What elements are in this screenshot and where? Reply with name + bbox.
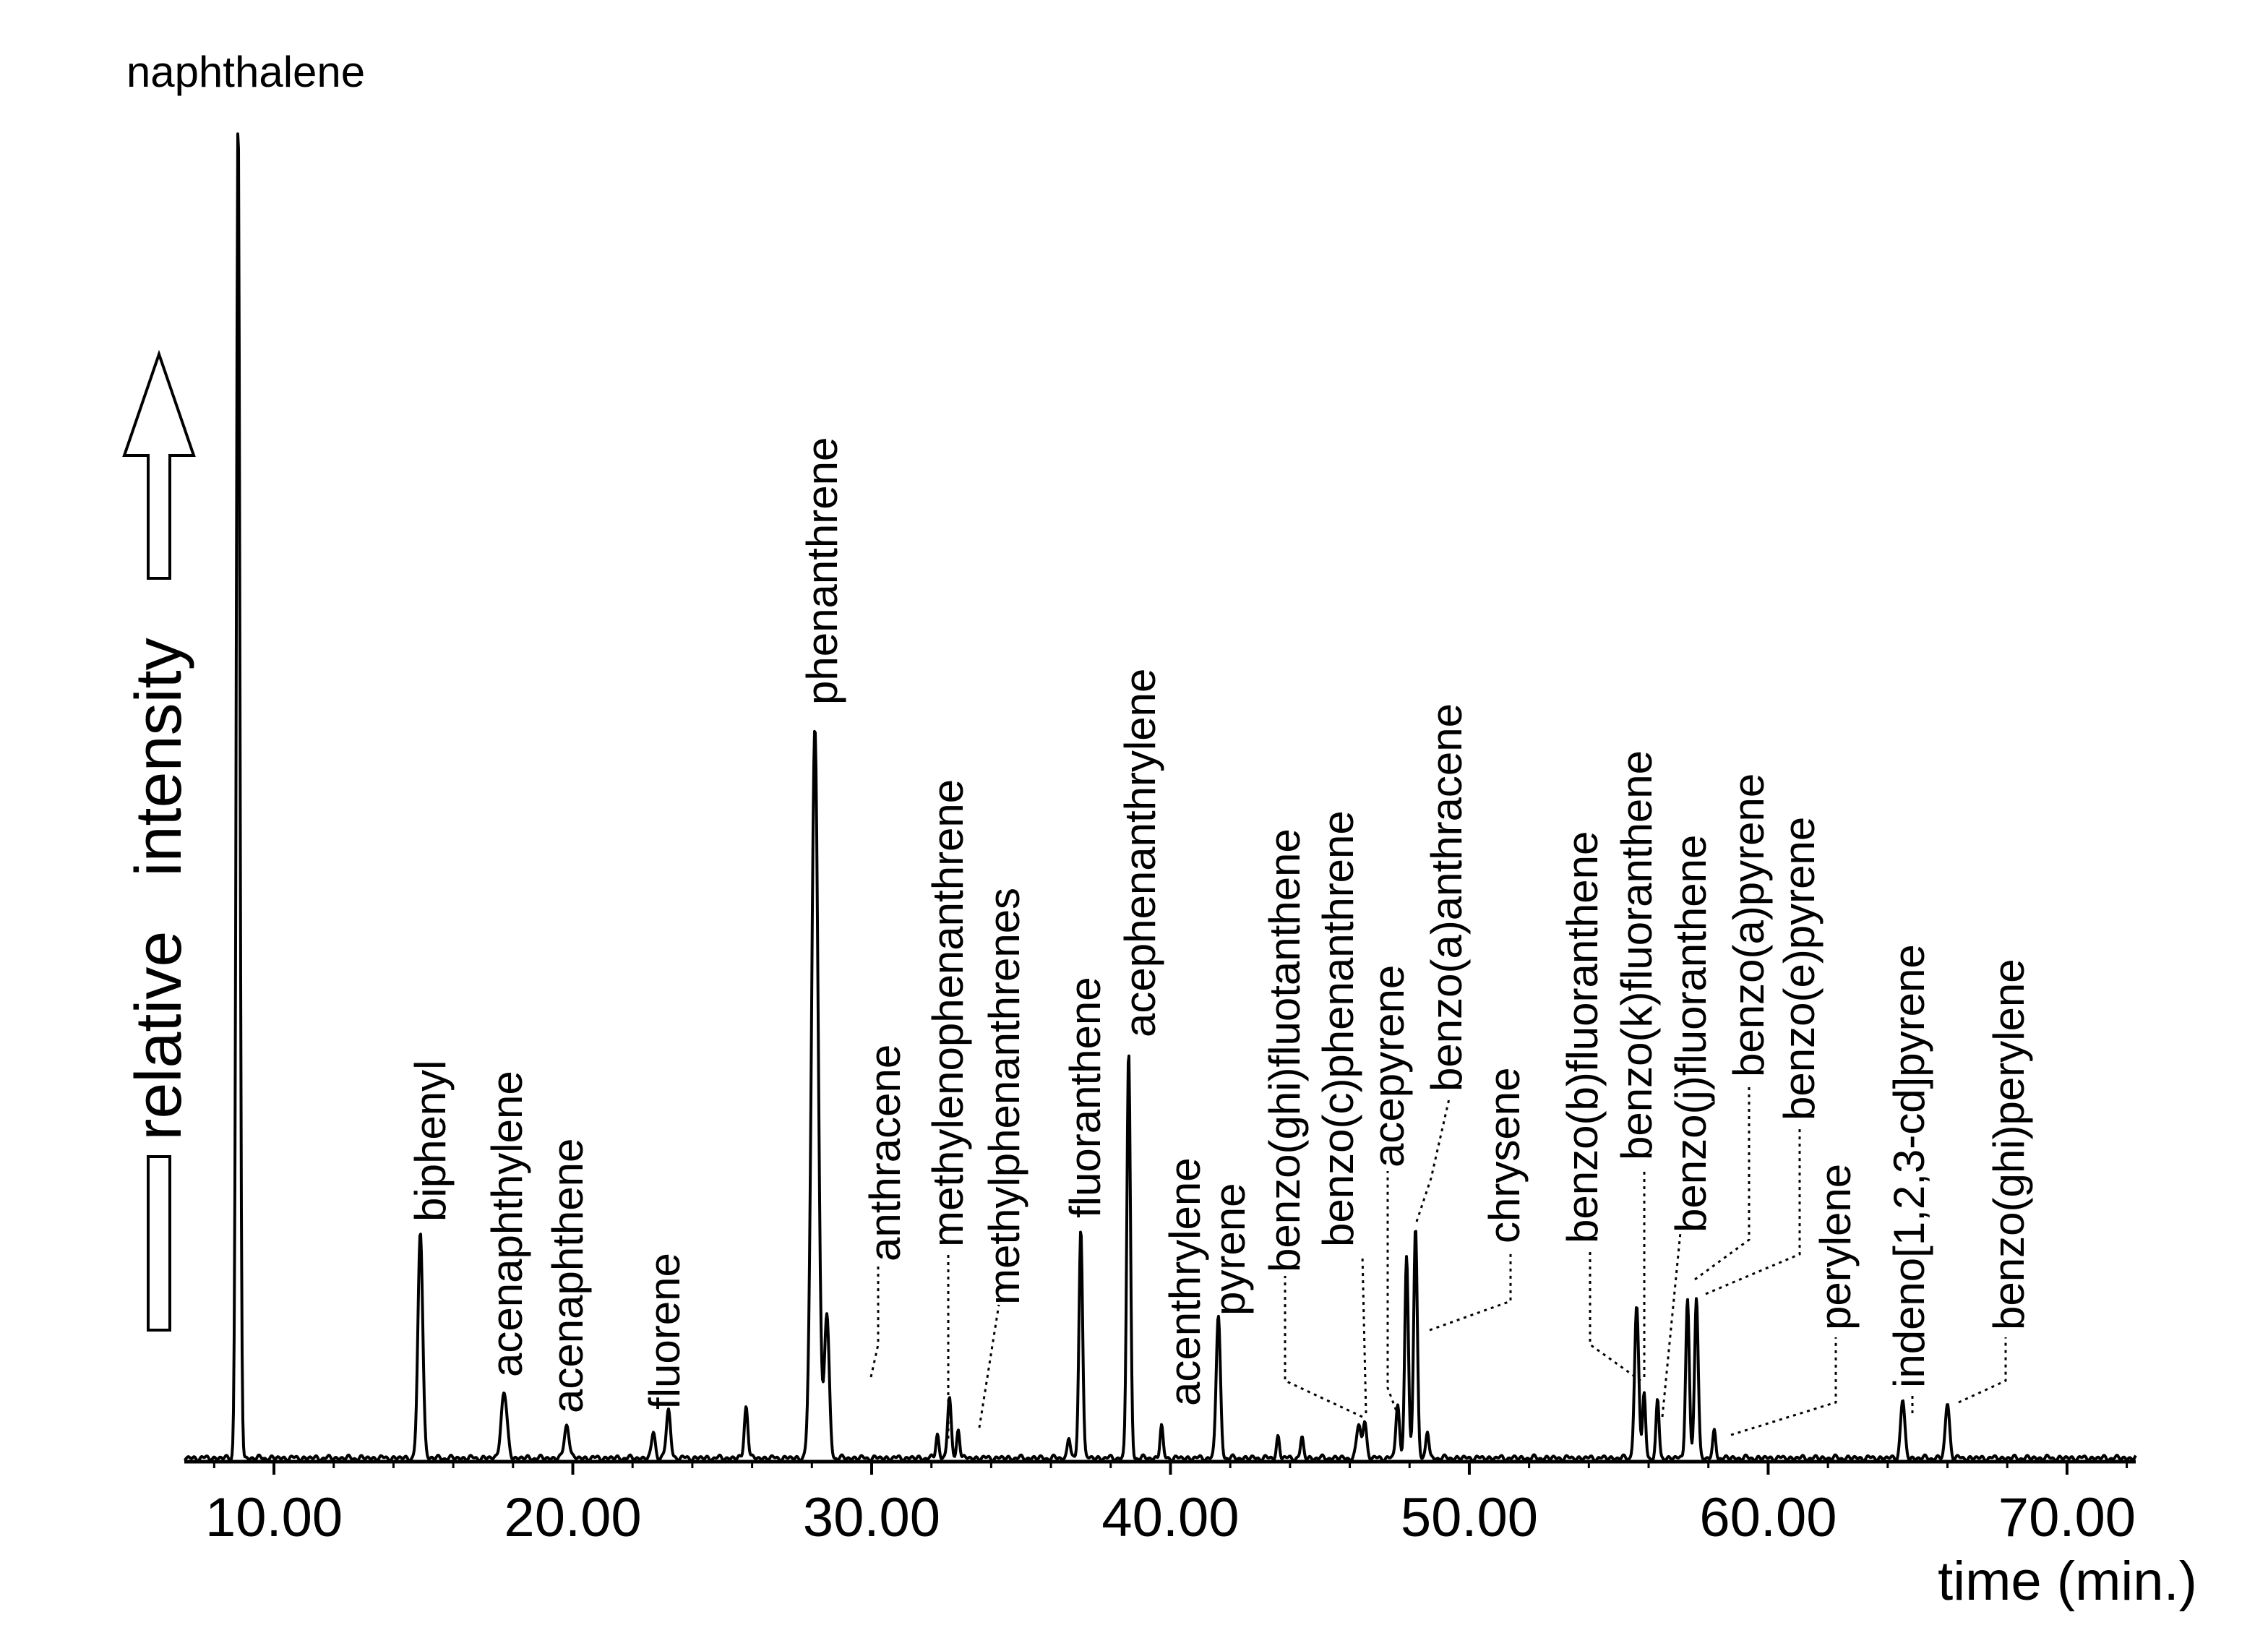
peak-labels: naphthalene biphenyl acenaphthylene acenaph… — [126, 48, 2033, 1413]
peak-leader-lines — [869, 1084, 2007, 1439]
x-tick-label: 50.00 — [1401, 1487, 1538, 1548]
peak-label-chrysene: chrysene — [1480, 1068, 1529, 1243]
peak-label-methylenophenanthrene: methylenophenanthrene — [924, 779, 972, 1247]
leader-acepyrene — [1386, 1171, 1400, 1418]
peak-label-benzo-k-fluoranthene: benzo(k)fluoranthene — [1612, 750, 1661, 1160]
leader-benzo-a-pyrene — [1694, 1084, 1751, 1281]
peak-label-acepyrene: acepyrene — [1365, 965, 1413, 1167]
x-tick-label: 70.00 — [1998, 1487, 2136, 1548]
leader-methylphenanthrenes — [978, 1304, 1000, 1428]
leader-benzo-a-anthracene — [1415, 1098, 1451, 1222]
leader-chrysene — [1429, 1251, 1512, 1332]
leader-anthracene — [869, 1265, 880, 1378]
peak-label-fluorene: fluorene — [640, 1253, 689, 1410]
peak-label-anthracene: anthracene — [861, 1045, 909, 1261]
peak-label-naphthalene: naphthalene — [126, 48, 365, 96]
leader-benzo-ghi-perylene — [1958, 1337, 2007, 1404]
peak-label-acephenanthrylene: acephenanthrylene — [1116, 669, 1164, 1037]
y-axis-label: relative intensity — [123, 638, 195, 1140]
chromatogram-trace — [183, 132, 2137, 1463]
leader-benzo-c-phenanthrene — [1361, 1253, 1367, 1414]
y-axis-arrow-head-icon — [122, 349, 196, 580]
peak-label-benzo-b-fluoranthene: benzo(b)fluoranthene — [1558, 831, 1607, 1243]
peak-label-benzo-e-pyrene: benzo(e)pyrene — [1775, 817, 1824, 1120]
x-axis-title: time (min.) — [1938, 1551, 2197, 1612]
leader-benzo-j-fluoranthene — [1661, 1232, 1682, 1418]
y-axis-arrow-icon — [147, 1155, 171, 1332]
peak-label-methylphenanthrenes: methylphenanthrenes — [980, 888, 1028, 1305]
leader-benzo-e-pyrene — [1705, 1128, 1801, 1295]
leader-perylene — [1730, 1337, 1837, 1436]
x-tick-label: 40.00 — [1101, 1487, 1239, 1548]
peak-label-acenthrylene: acenthrylene — [1161, 1157, 1209, 1406]
peak-label-benzo-j-fluoranthene: benzo(j)fluoranthene — [1667, 835, 1715, 1233]
leader-benzo-b-fluoranthene — [1589, 1251, 1641, 1382]
peak-label-benzo-a-anthracene: benzo(a)anthracene — [1422, 703, 1471, 1092]
peak-label-pyrene: pyrene — [1206, 1183, 1254, 1316]
x-tick-label: 30.00 — [803, 1487, 940, 1548]
peak-label-acenaphthylene: acenaphthylene — [483, 1071, 531, 1377]
x-tick-label: 20.00 — [504, 1487, 641, 1548]
peak-label-acenaphthene: acenaphthene — [544, 1139, 592, 1413]
peak-label-perylene: perylene — [1811, 1164, 1860, 1330]
peak-label-indeno-pyrene: indeno[1,2,3-cd]pyrene — [1885, 944, 1933, 1388]
x-axis-ticks: 10.00 20.00 30.00 40.00 50.00 60.00 70.00 — [205, 1462, 2136, 1548]
peak-label-benzo-ghi-perylene: benzo(ghi)perylene — [1985, 959, 2033, 1330]
peak-label-benzo-c-phenanthrene: benzo(c)phenanthrene — [1314, 810, 1362, 1247]
peak-label-phenanthrene: phenanthrene — [798, 437, 846, 705]
leader-benzo-ghi-fluotanthene — [1284, 1276, 1363, 1418]
peak-label-fluoranthene: fluoranthene — [1061, 977, 1109, 1218]
peak-label-benzo-a-pyrene: benzo(a)pyrene — [1724, 773, 1773, 1077]
x-tick-label: 10.00 — [205, 1487, 343, 1548]
x-tick-label: 60.00 — [1699, 1487, 1837, 1548]
peak-label-benzo-ghi-fluotanthene: benzo(ghi)fluotanthene — [1260, 828, 1309, 1272]
peak-label-biphenyl: biphenyl — [406, 1060, 455, 1222]
